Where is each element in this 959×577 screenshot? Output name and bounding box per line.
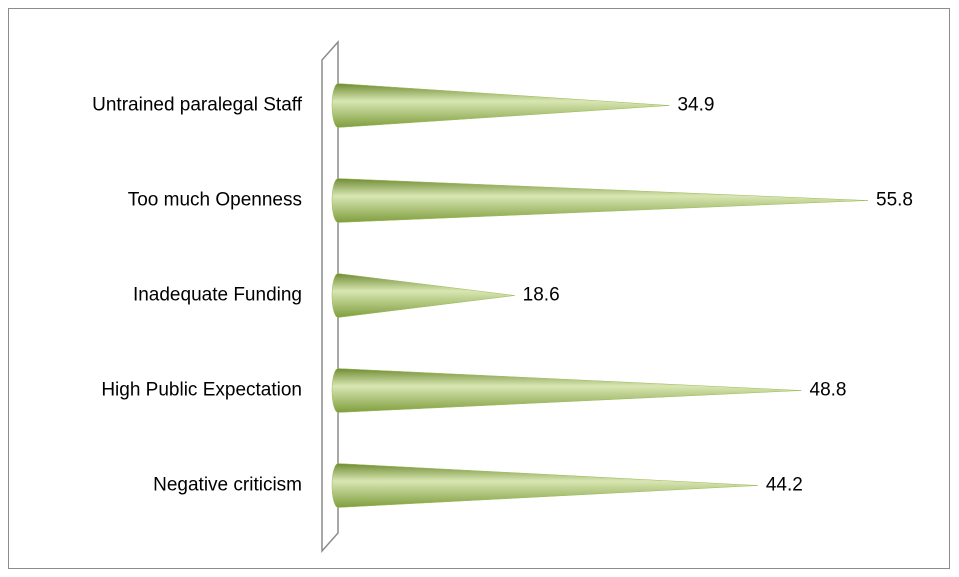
cone bbox=[331, 178, 869, 223]
cone bbox=[331, 273, 515, 318]
cone bbox=[331, 463, 758, 508]
data-label: 48.8 bbox=[810, 380, 847, 401]
data-label: 34.9 bbox=[677, 95, 714, 116]
category-label: Inadequate Funding bbox=[133, 285, 302, 306]
data-label: 55.8 bbox=[876, 190, 913, 211]
data-label: 18.6 bbox=[523, 285, 560, 306]
category-label: Negative criticism bbox=[153, 475, 302, 496]
category-label: Untrained paralegal Staff bbox=[92, 95, 303, 116]
cone bbox=[331, 368, 802, 413]
cone bbox=[331, 83, 670, 128]
category-label: High Public Expectation bbox=[101, 380, 302, 401]
data-label: 44.2 bbox=[766, 475, 803, 496]
category-label: Too much Openness bbox=[128, 190, 302, 211]
axis-wall bbox=[321, 40, 339, 553]
